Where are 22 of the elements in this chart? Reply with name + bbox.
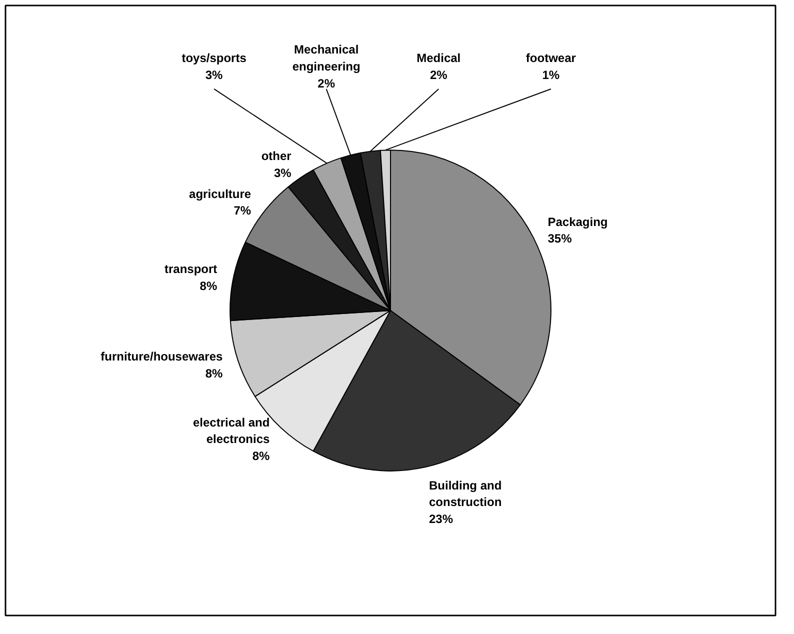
data-label: 2% xyxy=(318,76,336,90)
data-label: 8% xyxy=(200,278,218,293)
data-label: 2% xyxy=(430,68,448,82)
slice-label: footwear xyxy=(526,51,576,66)
slice-label: agriculture xyxy=(189,186,252,201)
slice-label: Packaging xyxy=(548,214,608,229)
slice-label: Mechanical engineering xyxy=(292,42,360,74)
data-label: 3% xyxy=(205,68,224,82)
data-label: 1% xyxy=(542,68,560,82)
data-label: 23% xyxy=(428,512,454,526)
slice-label: furniture/housewares xyxy=(100,350,224,364)
slice-label: Building and construction xyxy=(428,478,502,510)
slice-label: other xyxy=(261,149,292,164)
slice-label: transport xyxy=(164,262,218,276)
slice-label: Medical xyxy=(416,51,461,66)
data-label: 8% xyxy=(205,366,224,380)
slice-label: toys/sports xyxy=(182,51,247,66)
data-label: 8% xyxy=(252,449,270,464)
data-label: 35% xyxy=(548,232,572,246)
data-label: 3% xyxy=(274,166,292,180)
slice-label: electrical and electronics xyxy=(193,415,270,446)
data-label: 7% xyxy=(234,204,252,218)
